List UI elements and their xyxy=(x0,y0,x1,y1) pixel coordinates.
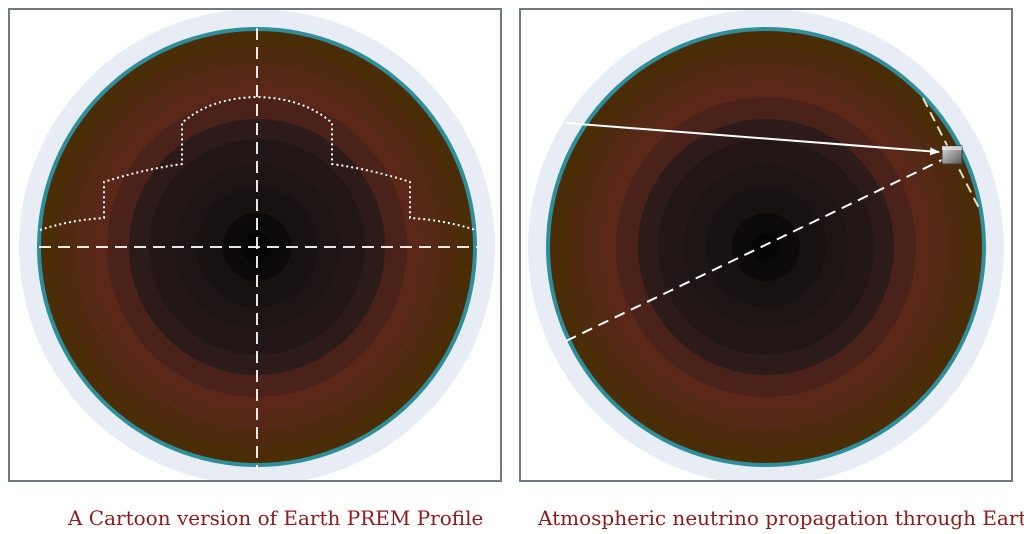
downgoing-neutrino-arrow xyxy=(565,122,940,156)
earth-prem-diagram xyxy=(19,10,495,480)
neutrino-propagation-diagram xyxy=(528,10,1004,480)
neutrino-propagation-panel xyxy=(519,8,1013,482)
local-horizon-dashed xyxy=(922,97,982,213)
detector-box-icon xyxy=(941,145,963,165)
prem-profile-panel xyxy=(8,8,502,482)
caption-neutrino-propagation: Atmospheric neutrino propagation through… xyxy=(538,506,1024,530)
upgoing-neutrino-path xyxy=(565,157,947,342)
inner-core-center xyxy=(752,233,780,261)
prem-density-profile-curve xyxy=(39,95,477,231)
caption-prem-profile: A Cartoon version of Earth PREM Profile xyxy=(68,506,484,530)
